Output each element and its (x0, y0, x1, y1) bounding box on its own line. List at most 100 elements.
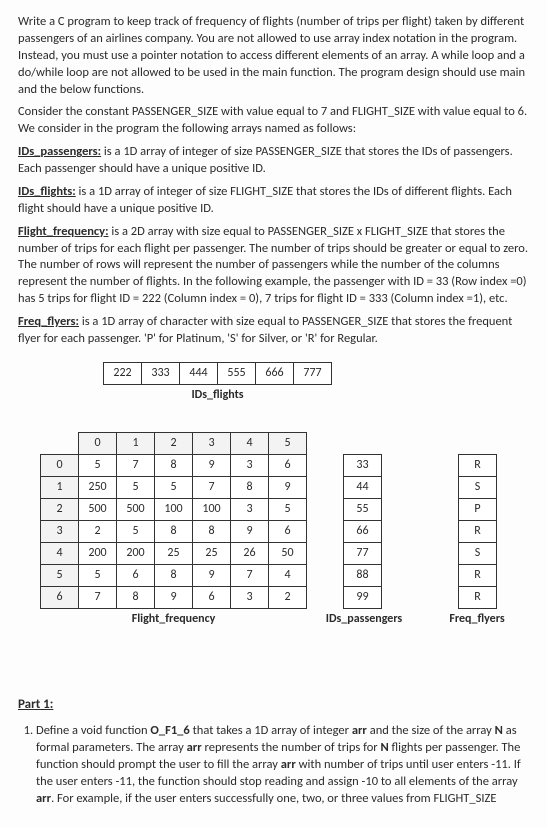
ff-cell: 7 (117, 454, 155, 476)
row-index: 3 (41, 520, 79, 542)
col-index: 1 (117, 432, 155, 454)
ff-cell: 500 (79, 498, 117, 520)
ff-cell: 7 (79, 586, 117, 608)
ff-cell: 2 (79, 520, 117, 542)
flight-frequency-desc: Flight_frequency: is a 2D array with siz… (18, 224, 529, 308)
freq-flyers-table: R S P R S R R Freq_flyers (458, 454, 512, 627)
ids-pass-cell: 66 (344, 520, 382, 542)
ff-cell: 9 (231, 520, 269, 542)
ff-cell: 8 (155, 564, 193, 586)
freq-flyers-text: is a 1D array of character with size equ… (18, 314, 512, 346)
ff-cell: 200 (79, 542, 117, 564)
freq-cell: R (459, 454, 497, 476)
tables-region: 222 333 444 555 666 777 IDs_flights 0 1 … (18, 362, 529, 682)
ff-cell: 9 (193, 454, 231, 476)
li-text: . For example, if the user enters succes… (51, 791, 496, 806)
ids-pass-cell: 33 (344, 454, 382, 476)
ids-flights-name: IDs_flights: (18, 184, 76, 199)
col-index: 5 (269, 432, 307, 454)
ids-flights-text: is a 1D array of integer of size FLIGHT_… (18, 184, 512, 216)
ff-cell: 250 (79, 476, 117, 498)
ff-cell: 8 (117, 586, 155, 608)
col-index: 4 (231, 432, 269, 454)
ff-cell: 8 (193, 520, 231, 542)
ff-cell: 50 (269, 542, 307, 564)
ff-cell: 3 (231, 454, 269, 476)
row-index: 0 (41, 454, 79, 476)
ff-cell: 100 (155, 498, 193, 520)
ids-pass-cell: 99 (344, 586, 382, 608)
ids-flights-cell: 444 (180, 362, 218, 384)
arr-name: arr (281, 757, 296, 772)
freq-cell: S (459, 476, 497, 498)
li-text: represents the number of trips for (202, 740, 381, 755)
ff-cell: 9 (193, 564, 231, 586)
row-index: 6 (41, 586, 79, 608)
ids-flights-caption: IDs_flights (103, 387, 332, 403)
li-text: Define a void function (36, 723, 150, 738)
ff-cell: 4 (269, 564, 307, 586)
freq-cell: R (459, 564, 497, 586)
ff-cell: 7 (193, 476, 231, 498)
ids-flights-cell: 222 (104, 362, 142, 384)
freq-cell: S (459, 542, 497, 564)
row-index: 5 (41, 564, 79, 586)
part1-item-1: Define a void function O_F1_6 that takes… (36, 723, 529, 807)
ids-flights-cell: 555 (218, 362, 256, 384)
paragraph-intro: Write a C program to keep track of frequ… (18, 14, 529, 98)
freq-cell: P (459, 498, 497, 520)
freq-flyers-name: Freq_flyers: (18, 314, 79, 329)
ff-cell: 200 (117, 542, 155, 564)
flight-frequency-name: Flight_frequency: (18, 224, 109, 239)
ff-cell: 7 (231, 564, 269, 586)
ff-cell: 6 (269, 454, 307, 476)
ff-cell: 8 (155, 454, 193, 476)
ids-pass-cell: 55 (344, 498, 382, 520)
freq-flyers-caption: Freq_flyers (442, 611, 512, 627)
ids-pass-cell: 44 (344, 476, 382, 498)
ids-pass-cell: 88 (344, 564, 382, 586)
ids-flights-cell: 333 (142, 362, 180, 384)
function-name: O_F1_6 (150, 723, 189, 738)
ids-flights-cell: 777 (294, 362, 332, 384)
ff-cell: 2 (269, 586, 307, 608)
arr-name: arr (36, 791, 51, 806)
ff-cell: 6 (193, 586, 231, 608)
n-name: N (380, 740, 388, 755)
col-index: 2 (155, 432, 193, 454)
li-text: that takes a 1D array of integer (190, 723, 352, 738)
ff-cell: 5 (79, 564, 117, 586)
ff-cell: 5 (79, 454, 117, 476)
col-index: 0 (79, 432, 117, 454)
part1-list: Define a void function O_F1_6 that takes… (36, 723, 529, 807)
flight-frequency-caption: Flight_frequency (40, 611, 307, 627)
ff-cell: 5 (269, 498, 307, 520)
ff-cell: 100 (193, 498, 231, 520)
ff-cell: 5 (155, 476, 193, 498)
ff-cell: 3 (231, 498, 269, 520)
arr-name: arr (187, 740, 202, 755)
flight-frequency-table: 0 1 2 3 4 5 0578936 125055789 2500500100… (40, 432, 307, 627)
ids-flights-desc: IDs_flights: is a 1D array of integer of… (18, 184, 529, 218)
li-text: and the size of the array (367, 723, 495, 738)
ff-cell: 9 (269, 476, 307, 498)
ids-passengers-caption: IDs_passengers (319, 611, 409, 627)
ff-cell: 500 (117, 498, 155, 520)
ff-cell: 3 (231, 586, 269, 608)
ff-cell: 26 (231, 542, 269, 564)
col-index: 3 (193, 432, 231, 454)
ids-passengers-table: 33 44 55 66 77 88 99 IDs_passengers (343, 454, 409, 627)
ff-cell: 9 (155, 586, 193, 608)
n-name: N (495, 723, 503, 738)
ff-cell: 25 (193, 542, 231, 564)
ff-cell: 25 (155, 542, 193, 564)
ids-passengers-name: IDs_passengers: (18, 144, 101, 159)
row-index: 4 (41, 542, 79, 564)
freq-flyers-desc: Freq_flyers: is a 1D array of character … (18, 314, 529, 348)
ff-cell: 8 (155, 520, 193, 542)
ff-cell: 6 (117, 564, 155, 586)
row-index: 1 (41, 476, 79, 498)
paragraph-consider: Consider the constant PASSENGER_SIZE wit… (18, 104, 529, 138)
ff-cell: 5 (117, 476, 155, 498)
row-index: 2 (41, 498, 79, 520)
